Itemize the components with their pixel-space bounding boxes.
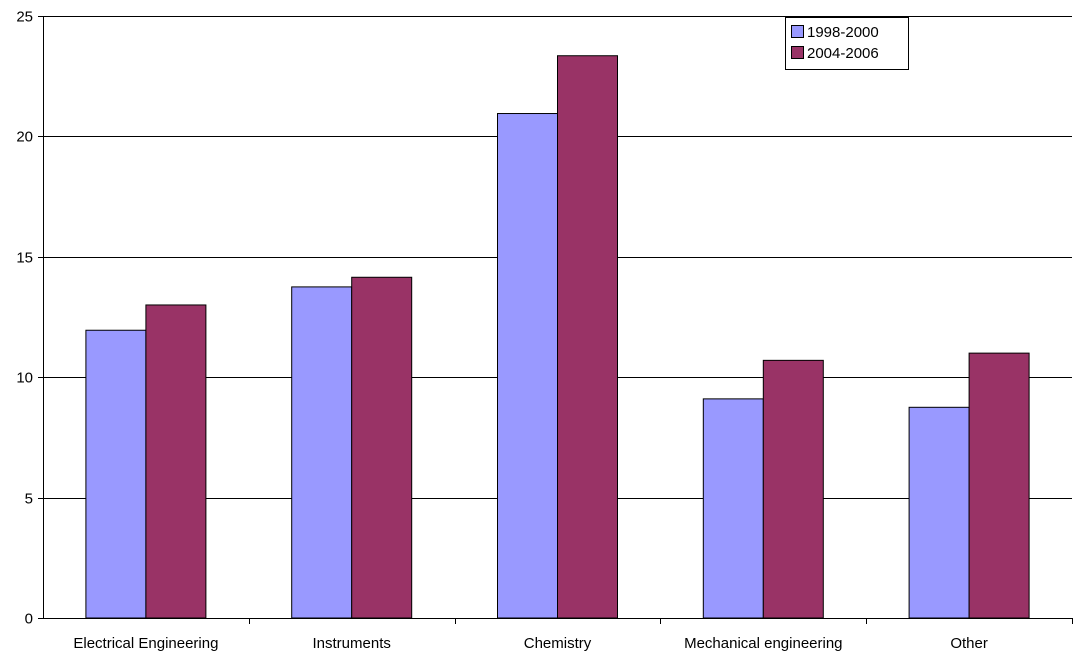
bar-1998-2000-mechanical-engineering [702,398,764,619]
x-category-label: Instruments [313,635,391,652]
bar-1998-2000-chemistry [497,113,558,619]
bar-2004-2006-mechanical-engineering [762,359,824,619]
x-category-labels: Electrical Engineering Instruments Chemist… [73,635,988,652]
y-tick-label: 25 [16,9,33,26]
x-category-label: Mechanical engineering [684,635,842,652]
legend-box [785,17,909,70]
legend-label: 2004-2006 [807,45,879,62]
bar-1998-2000-electrical-engineering [85,329,147,619]
bars [85,55,1030,619]
y-tick-label: 0 [25,611,33,628]
legend-swatch [791,46,804,59]
legend-label: 1998-2000 [807,24,879,41]
y-tick-label: 5 [25,491,33,508]
bar-2004-2006-electrical-engineering [145,304,207,619]
bar-1998-2000-other [908,406,970,619]
bar-2004-2006-other [968,352,1030,619]
legend-swatch [791,25,804,38]
x-category-label: Other [950,635,988,652]
y-tick-label: 10 [16,370,33,387]
legend: 1998-2000 2004-2006 [785,17,909,70]
axes [38,16,1073,624]
y-tick-labels: 0 5 10 15 20 25 [16,9,33,628]
y-tick-label: 20 [16,129,33,146]
x-category-label: Chemistry [524,635,592,652]
bar-1998-2000-instruments [291,286,353,619]
bar-2004-2006-chemistry [557,55,618,619]
x-category-label: Electrical Engineering [73,635,218,652]
y-tick-label: 15 [16,250,33,267]
bar-2004-2006-instruments [351,276,413,619]
